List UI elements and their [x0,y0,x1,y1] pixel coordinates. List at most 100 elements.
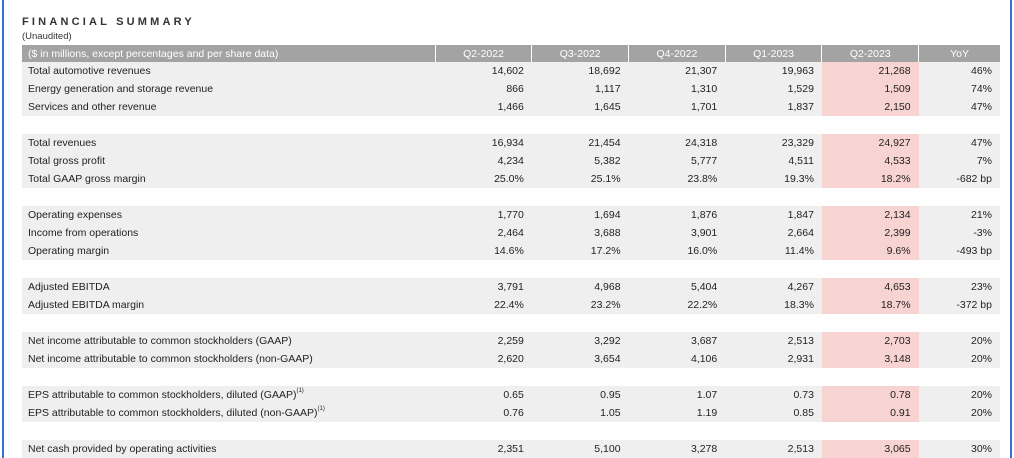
spacer-cell [725,260,822,278]
row-label-text: Income from operations [28,227,139,239]
cell-q4-2022: 24,318 [628,134,726,152]
spacer-cell [918,260,1000,278]
cell-q4-2022: 1.07 [628,386,726,404]
report-subtitle: (Unaudited) [22,31,72,42]
spacer-cell [435,116,532,134]
row-label: Operating expenses [22,206,436,224]
footnote-marker: (1) [317,406,325,412]
cell-q3-2022: 18,692 [531,62,629,80]
row-label-text: Adjusted EBITDA margin [28,299,145,311]
spacer-cell [725,116,822,134]
cell-q2-2023: 4,653 [821,278,919,296]
cell-q3-2022: 25.1% [531,170,629,188]
spacer-cell [22,188,436,206]
cell-q3-2022: 17.2% [531,242,629,260]
spacer-cell [821,368,919,386]
row-label: Net income attributable to common stockh… [22,350,436,368]
group-spacer [22,422,1000,440]
cell-q1-2023: 4,267 [725,278,822,296]
row-label: Adjusted EBITDA [22,278,436,296]
table-row: Total revenues 16,934 21,454 24,318 23,329 24… [22,134,1000,152]
cell-q1-2023: 0.85 [725,404,822,422]
header-col-q3-2022: Q3-2022 [531,45,629,62]
spacer-cell [725,368,822,386]
spacer-cell [918,314,1000,332]
spacer-cell [22,260,436,278]
cell-q1-2023: 2,513 [725,440,822,458]
spacer-cell [821,422,919,440]
group-spacer [22,260,1000,278]
row-label-text: Operating margin [28,245,110,257]
cell-q2-2022: 1,770 [435,206,532,224]
spacer-cell [628,260,726,278]
spacer-cell [435,422,532,440]
row-label: Services and other revenue [22,98,436,116]
spacer-cell [531,260,629,278]
row-label: Income from operations [22,224,436,242]
cell-q2-2023: 4,533 [821,152,919,170]
cell-q2-2023: 21,268 [821,62,919,80]
cell-yoy: 20% [918,404,1000,422]
row-label-text: EPS attributable to common stockholders,… [28,407,318,419]
cell-q4-2022: 5,777 [628,152,726,170]
table-row: Services and other revenue 1,466 1,645 1,70… [22,98,1000,116]
cell-q2-2022: 2,464 [435,224,532,242]
spacer-cell [628,188,726,206]
cell-q3-2022: 3,654 [531,350,629,368]
cell-q2-2023: 3,148 [821,350,919,368]
cell-q1-2023: 18.3% [725,296,822,314]
cell-q4-2022: 21,307 [628,62,726,80]
cell-q1-2023: 1,837 [725,98,822,116]
cell-q2-2023: 3,065 [821,440,919,458]
header-col-q1-2023: Q1-2023 [724,45,822,62]
cell-q4-2022: 3,278 [628,440,726,458]
cell-q3-2022: 1,117 [531,80,629,98]
cell-q2-2023: 2,134 [821,206,919,224]
cell-q3-2022: 4,968 [531,278,629,296]
cell-q2-2023: 2,150 [821,98,919,116]
table-row: EPS attributable to common stockholders,… [22,404,1000,422]
table-header-row: ($ in millions, except percentages and p… [22,45,1000,62]
row-label: Net income attributable to common stockh… [22,332,436,350]
cell-q2-2023: 9.6% [821,242,919,260]
footnote-marker: (1) [296,388,304,394]
spacer-cell [628,116,726,134]
cell-yoy: 20% [918,332,1000,350]
cell-q2-2022: 16,934 [435,134,532,152]
cell-q2-2022: 22.4% [435,296,532,314]
cell-q4-2022: 1,310 [628,80,726,98]
table-row: Total gross profit 4,234 5,382 5,777 4,511 4,… [22,152,1000,170]
cell-q3-2022: 3,688 [531,224,629,242]
cell-q4-2022: 1.19 [628,404,726,422]
table-row: Income from operations 2,464 3,688 3,901 2,6… [22,224,1000,242]
spacer-cell [435,260,532,278]
cell-q4-2022: 1,701 [628,98,726,116]
row-label-text: EPS attributable to common stockholders,… [28,389,297,401]
cell-q1-2023: 23,329 [725,134,822,152]
cell-yoy: 20% [918,350,1000,368]
spacer-cell [435,188,532,206]
table-row: Net income attributable to common stockh… [22,350,1000,368]
cell-yoy: 74% [918,80,1000,98]
row-label-text: Total GAAP gross margin [28,173,146,185]
cell-q3-2022: 3,292 [531,332,629,350]
cell-q3-2022: 23.2% [531,296,629,314]
cell-q2-2023: 24,927 [821,134,919,152]
spacer-cell [821,314,919,332]
cell-q4-2022: 5,404 [628,278,726,296]
header-col-q2-2023: Q2-2023 [821,45,919,62]
row-label: Total revenues [22,134,436,152]
cell-yoy: 47% [918,134,1000,152]
cell-yoy: 30% [918,440,1000,458]
cell-q4-2022: 3,687 [628,332,726,350]
row-label: Total automotive revenues [22,62,436,80]
cell-yoy: -3% [918,224,1000,242]
cell-q1-2023: 2,664 [725,224,822,242]
cell-yoy: -372 bp [918,296,1000,314]
row-label: Energy generation and storage revenue [22,80,436,98]
cell-q2-2022: 3,791 [435,278,532,296]
cell-q2-2022: 0.76 [435,404,532,422]
table-row: Net cash provided by operating activitie… [22,440,1000,458]
spacer-cell [531,188,629,206]
